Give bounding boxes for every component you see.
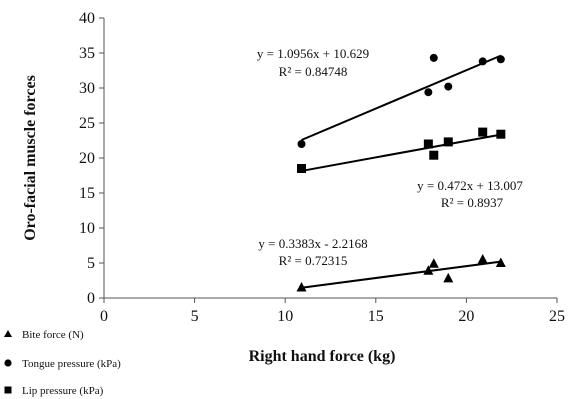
circle-marker-icon	[4, 359, 12, 367]
data-point-tongue-pressure	[297, 140, 306, 148]
data-point-tongue-pressure	[444, 82, 453, 91]
y-tick-label: 5	[87, 255, 95, 272]
legend: Bite force (N) Tongue pressure (kPa) Lip…	[4, 329, 121, 397]
data-point-lip-pressure	[429, 150, 439, 160]
data-point-bite-force	[423, 265, 434, 275]
data-point-lip-pressure	[297, 164, 307, 173]
y-tick-label: 25	[79, 115, 95, 132]
y-tick-label: 15	[79, 185, 95, 202]
y-tick-label: 20	[79, 150, 95, 167]
data-point-tongue-pressure	[429, 53, 438, 62]
y-tick-label: 35	[79, 45, 95, 62]
tick-labels-layer: 0 5 10 15 20 25 30 35 40 0 5 10 15 20 25	[79, 10, 565, 325]
data-point-lip-pressure	[496, 129, 506, 139]
x-tick-label: 25	[549, 308, 565, 325]
legend-item-lip-pressure: Lip pressure (kPa)	[4, 385, 104, 397]
legend-item-tongue-pressure: Tongue pressure (kPa)	[4, 358, 121, 370]
data-point-bite-force	[477, 254, 488, 264]
y-axis-title: Oro-facial muscle forces	[22, 75, 39, 241]
equation-label-tongue-pressure: y = 1.0956x + 10.629	[257, 46, 369, 61]
data-point-lip-pressure	[443, 137, 453, 147]
trendlines-layer	[301, 54, 502, 289]
data-point-bite-force	[495, 257, 506, 267]
data-point-tongue-pressure	[496, 55, 505, 64]
legend-item-bite-force: Bite force (N)	[4, 329, 84, 341]
x-tick-label: 10	[277, 308, 293, 325]
legend-label-lip-pressure: Lip pressure (kPa)	[22, 385, 104, 397]
trendline-tongue-pressure	[301, 54, 502, 141]
equation-label-bite-force: y = 0.3383x - 2.2168	[258, 236, 367, 251]
data-point-bite-force	[428, 258, 439, 268]
r-squared-label-lip-pressure: R² = 0.8937	[441, 195, 504, 210]
x-tick-label: 0	[100, 308, 108, 325]
x-tick-label: 15	[368, 308, 384, 325]
data-point-tongue-pressure	[424, 88, 433, 97]
equation-label-lip-pressure: y = 0.472x + 13.007	[417, 178, 523, 193]
r-squared-label-bite-force: R² = 0.72315	[279, 253, 348, 268]
data-point-tongue-pressure	[478, 57, 487, 66]
data-point-bite-force	[296, 282, 307, 292]
legend-label-bite-force: Bite force (N)	[22, 329, 84, 341]
triangle-marker-icon	[4, 330, 12, 337]
y-tick-label: 30	[79, 80, 95, 97]
legend-label-tongue-pressure: Tongue pressure (kPa)	[22, 358, 121, 370]
trendline-lip-pressure	[301, 133, 502, 172]
data-point-lip-pressure	[423, 139, 433, 149]
data-points-layer	[296, 53, 506, 292]
square-marker-icon	[4, 386, 12, 394]
y-tick-label: 10	[79, 220, 95, 237]
x-tick-label: 5	[191, 308, 199, 325]
axes-layer	[99, 17, 558, 303]
x-tick-label: 20	[458, 308, 474, 325]
r-squared-label-tongue-pressure: R² = 0.84748	[279, 64, 348, 79]
y-tick-label: 0	[87, 290, 95, 307]
trendline-bite-force	[301, 260, 501, 289]
x-axis-title: Right hand force (kg)	[249, 348, 396, 365]
y-tick-label: 40	[79, 10, 95, 27]
data-point-bite-force	[443, 272, 454, 283]
equations-layer: y = 0.3383x - 2.2168 R² = 0.72315 y = 1.09…	[257, 46, 523, 268]
data-point-lip-pressure	[478, 127, 488, 137]
